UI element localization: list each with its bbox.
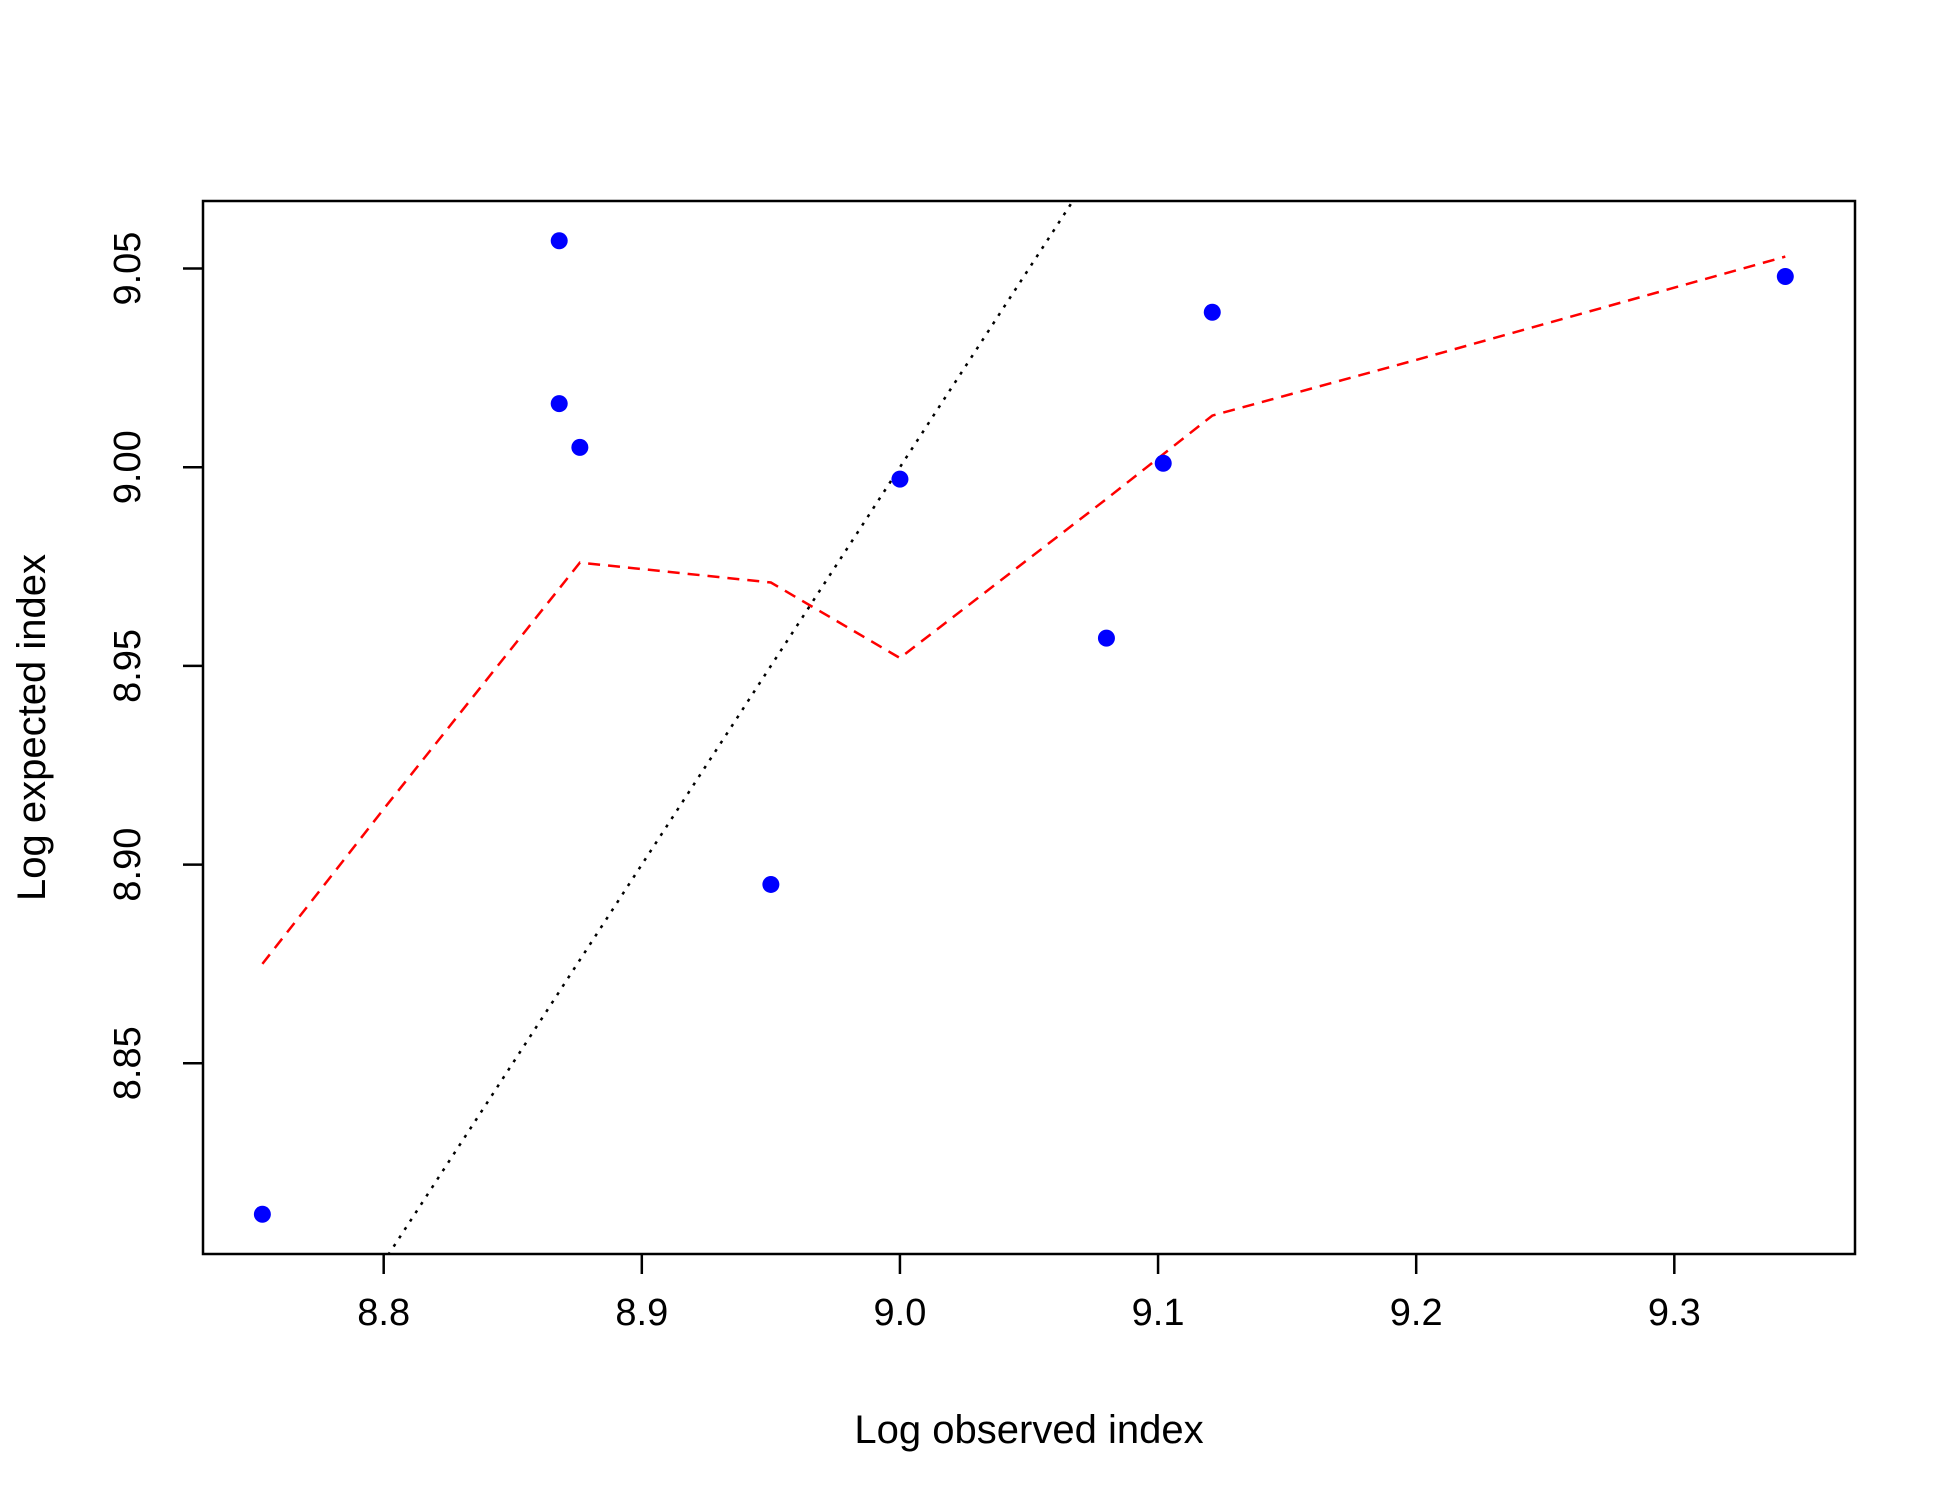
y-tick-label: 8.95 — [107, 629, 149, 703]
data-point — [891, 470, 909, 488]
data-point — [762, 875, 780, 893]
data-point — [1154, 454, 1172, 472]
plot-frame — [201, 199, 1857, 1256]
identity-reference-line — [387, 201, 1075, 1254]
x-tick-label: 8.9 — [615, 1292, 668, 1334]
x-tick-label: 9.2 — [1390, 1292, 1443, 1334]
data-point — [550, 395, 568, 413]
data-point — [571, 438, 589, 456]
y-tick-label: 9.00 — [107, 430, 149, 504]
data-point — [1203, 303, 1221, 321]
y-axis-title: Log expected index — [10, 554, 54, 901]
x-tick-label: 9.3 — [1648, 1292, 1701, 1334]
y-tick-label: 8.90 — [107, 828, 149, 902]
plot-content — [253, 201, 1794, 1254]
x-axis-title: Log observed index — [854, 1408, 1203, 1452]
data-point — [1097, 629, 1115, 647]
y-axis: 8.85 8.90 8.95 9.00 9.05 — [107, 232, 203, 1100]
smoother-line — [261, 255, 1786, 965]
x-tick-label: 8.8 — [357, 1292, 410, 1334]
data-point — [253, 1205, 271, 1223]
y-tick-label: 9.05 — [107, 232, 149, 306]
x-axis: 8.8 8.9 9.0 9.1 9.2 9.3 — [357, 1254, 1701, 1334]
x-tick-label: 9.1 — [1132, 1292, 1185, 1334]
data-point — [1776, 267, 1794, 285]
data-point — [550, 232, 568, 250]
x-tick-label: 9.0 — [874, 1292, 927, 1334]
y-tick-label: 8.85 — [107, 1026, 149, 1100]
